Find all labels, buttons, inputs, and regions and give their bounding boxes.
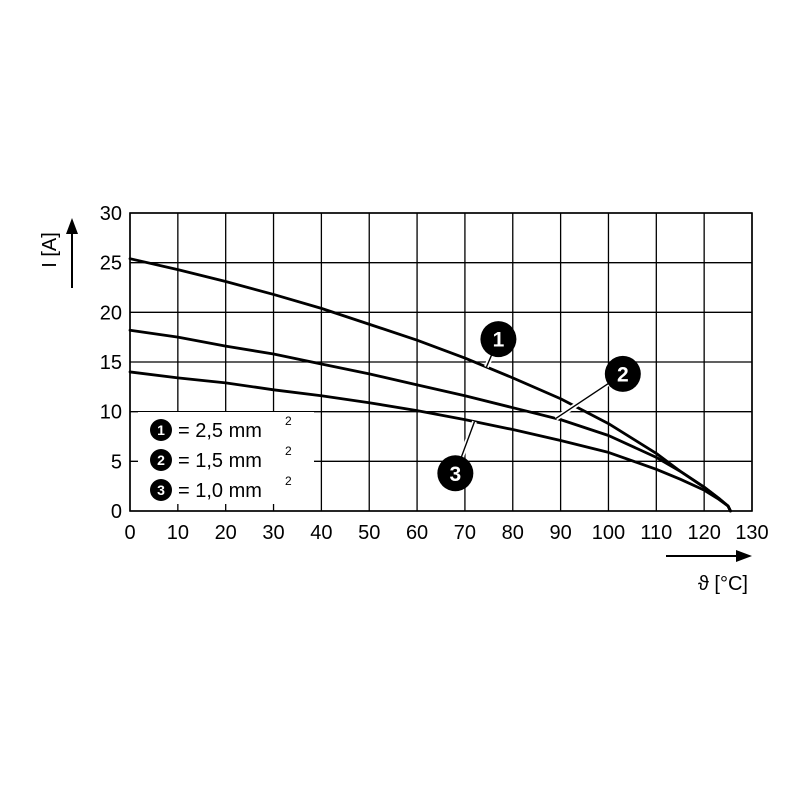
legend: 1 = 2,5 mm 2 2 = 1,5 mm 2 3 = 1,0 mm 2 bbox=[138, 412, 314, 504]
legend-label: = 2,5 mm bbox=[178, 420, 262, 442]
y-tick-label: 10 bbox=[100, 402, 122, 424]
x-tick-label: 80 bbox=[502, 522, 524, 544]
legend-marker-1 bbox=[150, 419, 172, 441]
x-tick-label: 0 bbox=[124, 522, 135, 544]
legend-superscript: 2 bbox=[285, 414, 292, 428]
x-tick-label: 60 bbox=[406, 522, 428, 544]
callout-leader bbox=[485, 354, 493, 368]
x-tick-label: 20 bbox=[215, 522, 237, 544]
x-tick-labels: 0 10 20 30 40 50 60 70 80 90 100 110 120 130 bbox=[124, 522, 768, 544]
legend-label: = 1,0 mm bbox=[178, 480, 262, 502]
series-line-3 bbox=[128, 370, 732, 513]
y-axis-label: I [A] bbox=[39, 232, 61, 268]
callout-number-2: 2 bbox=[617, 363, 629, 386]
callouts: 1 2 3 bbox=[437, 321, 641, 492]
y-tick-label: 20 bbox=[100, 302, 122, 324]
x-tick-label: 50 bbox=[358, 522, 380, 544]
x-tick-label: 100 bbox=[592, 522, 625, 544]
y-axis-arrowhead bbox=[66, 218, 78, 234]
x-tick-label: 40 bbox=[310, 522, 332, 544]
x-axis-title: ϑ [°C] bbox=[666, 550, 752, 595]
callout-number-1: 1 bbox=[493, 329, 505, 352]
legend-marker-number: 2 bbox=[157, 452, 165, 468]
callout-circle-2 bbox=[604, 355, 641, 392]
plot-frame bbox=[129, 212, 753, 512]
legend-superscript: 2 bbox=[285, 474, 292, 488]
x-tick-label: 30 bbox=[262, 522, 284, 544]
x-axis-label: ϑ [°C] bbox=[698, 573, 748, 595]
x-tick-label: 130 bbox=[735, 522, 768, 544]
callout-leader bbox=[555, 382, 610, 420]
x-tick-label: 110 bbox=[640, 522, 672, 544]
x-tick-label: 10 bbox=[167, 522, 189, 544]
x-tick-label: 120 bbox=[687, 522, 720, 544]
callout-circle-3 bbox=[437, 455, 474, 492]
y-tick-label: 25 bbox=[100, 253, 122, 275]
legend-marker-number: 3 bbox=[157, 482, 165, 498]
legend-superscript: 2 bbox=[285, 444, 292, 458]
y-tick-labels: 0 5 10 15 20 25 30 bbox=[100, 203, 122, 523]
legend-marker-number: 1 bbox=[157, 422, 165, 438]
x-axis-arrowhead bbox=[736, 550, 752, 562]
y-tick-label: 15 bbox=[100, 352, 122, 374]
x-tick-label: 70 bbox=[454, 522, 476, 544]
legend-marker-3 bbox=[150, 479, 172, 501]
y-tick-label: 5 bbox=[111, 451, 122, 473]
legend-label: = 1,5 mm bbox=[178, 450, 262, 472]
callout-number-3: 3 bbox=[450, 463, 462, 486]
series-line-2 bbox=[128, 328, 732, 513]
y-tick-label: 30 bbox=[100, 203, 122, 225]
callout-leaders bbox=[458, 353, 611, 459]
legend-marker-2 bbox=[150, 449, 172, 471]
x-tick-label: 90 bbox=[549, 522, 571, 544]
grid bbox=[129, 212, 753, 512]
series-lines bbox=[128, 257, 732, 513]
callout-leader bbox=[460, 421, 476, 458]
callout-circle-1 bbox=[480, 321, 517, 358]
y-axis-title: I [A] bbox=[39, 218, 78, 288]
y-tick-label: 0 bbox=[111, 501, 122, 523]
